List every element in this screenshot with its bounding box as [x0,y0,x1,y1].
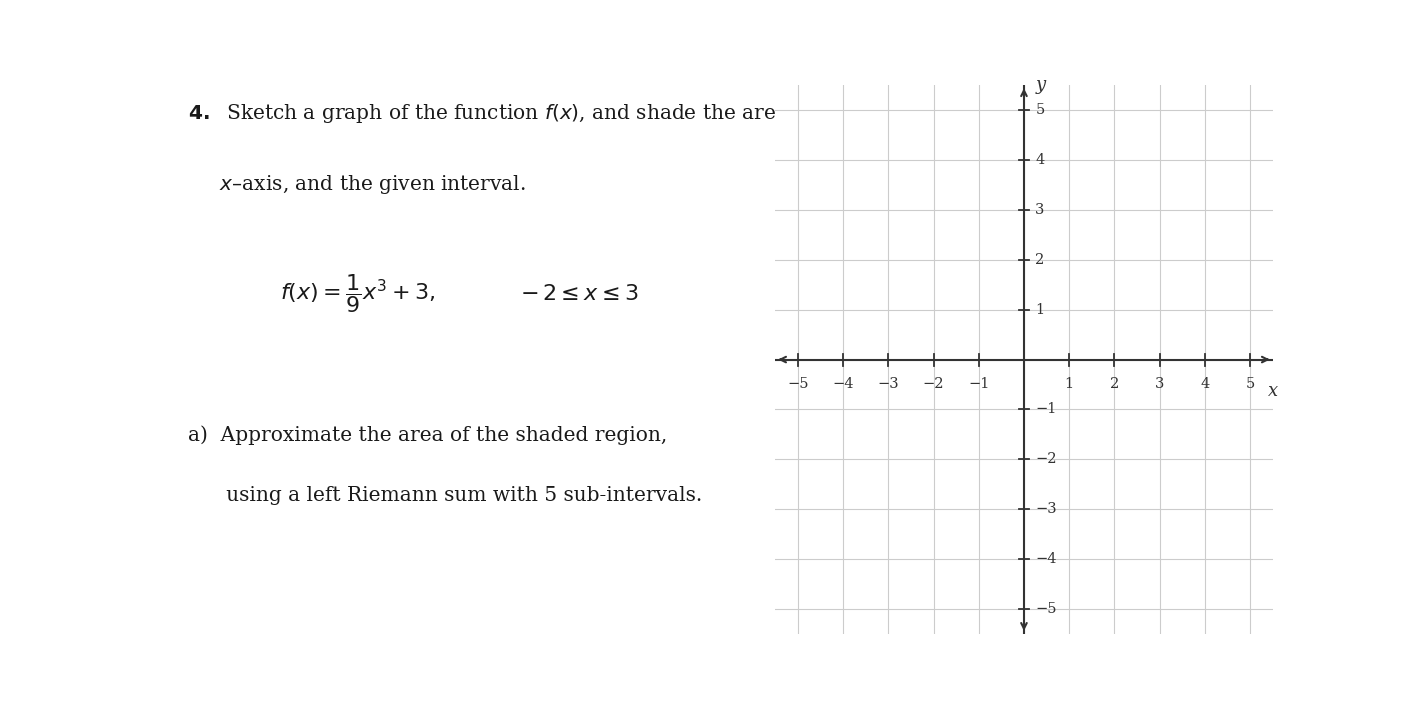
Text: 1: 1 [1065,377,1073,391]
Text: −2: −2 [1035,452,1056,466]
Text: −4: −4 [833,377,854,391]
Text: −3: −3 [1035,502,1056,516]
Text: 2: 2 [1110,377,1118,391]
Text: $f(x) = \dfrac{1}{9}x^3 + 3,$: $f(x) = \dfrac{1}{9}x^3 + 3,$ [280,272,436,315]
Text: a)  Approximate the area of the shaded region,: a) Approximate the area of the shaded re… [188,425,667,445]
Text: $x$–axis, and the given interval.: $x$–axis, and the given interval. [188,173,526,197]
Text: 3: 3 [1155,377,1164,391]
Text: −2: −2 [923,377,945,391]
Text: −4: −4 [1035,552,1056,566]
Text: −5: −5 [1035,602,1056,616]
Text: $-\,2 \leq x \leq 3$: $-\,2 \leq x \leq 3$ [520,283,639,305]
Text: $\mathbf{4.}$  Sketch a graph of the function $f(x)$, and shade the area of the : $\mathbf{4.}$ Sketch a graph of the func… [188,102,1168,125]
Text: −3: −3 [878,377,899,391]
Text: y: y [1035,76,1045,95]
Text: 4: 4 [1200,377,1209,391]
Text: −5: −5 [788,377,809,391]
Text: −1: −1 [1035,402,1056,417]
Text: 2: 2 [1035,253,1045,267]
Text: 1: 1 [1035,303,1045,317]
Text: 5: 5 [1035,103,1045,117]
Text: 4: 4 [1035,153,1045,167]
Text: −1: −1 [969,377,990,391]
Text: 5: 5 [1246,377,1254,391]
Text: 3: 3 [1035,203,1045,217]
Text: using a left Riemann sum with 5 sub-intervals.: using a left Riemann sum with 5 sub-inte… [188,486,703,505]
Text: x: x [1267,382,1278,400]
